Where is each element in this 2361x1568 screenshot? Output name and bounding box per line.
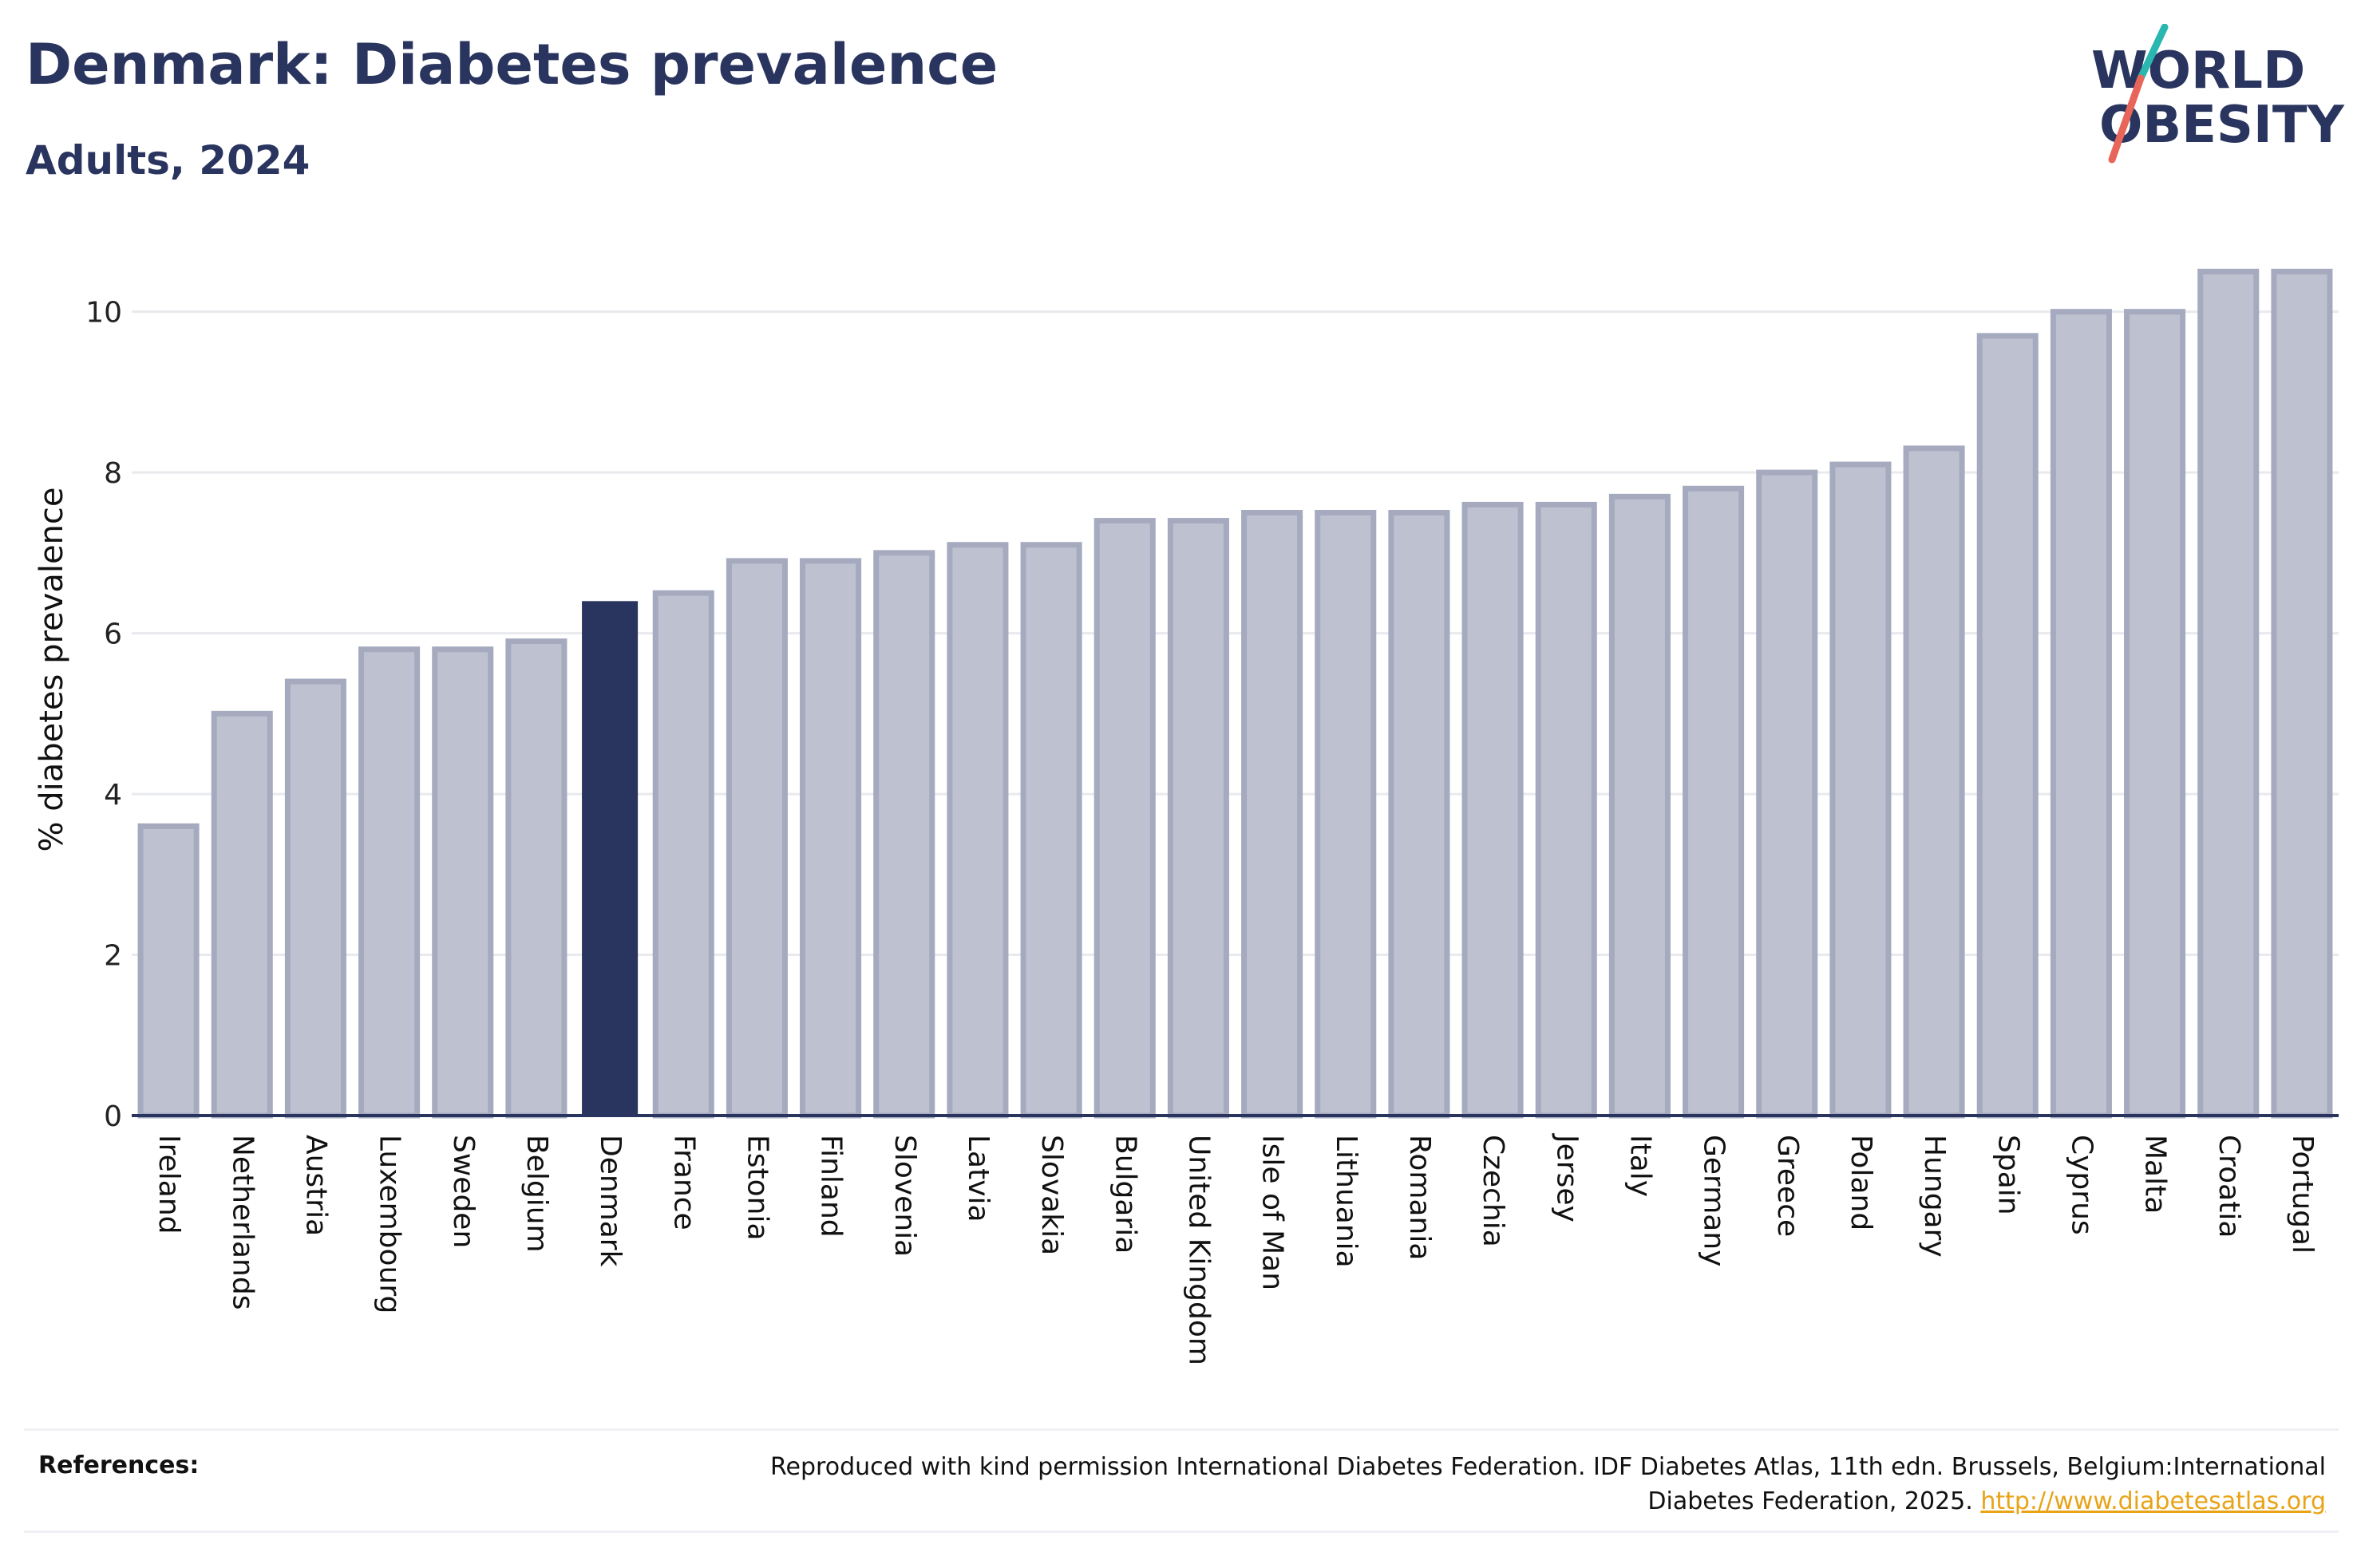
- bar-romania: [1388, 509, 1450, 1119]
- gridlines: [132, 310, 2339, 957]
- bar-france: [652, 590, 714, 1119]
- x-tick-label: Austria: [299, 1135, 332, 1236]
- x-tick-label: France: [667, 1135, 700, 1230]
- logo-line2: OBESITY: [2099, 96, 2344, 155]
- references-text: Reproduced with kind permission Internat…: [690, 1450, 2326, 1519]
- logo-line1: WORLD: [2091, 41, 2305, 101]
- x-tick-label: Italy: [1623, 1135, 1656, 1197]
- bar-portugal: [2271, 268, 2333, 1119]
- x-tick-label: Latvia: [962, 1135, 995, 1222]
- references-label: References:: [38, 1451, 200, 1479]
- bars: [137, 268, 2333, 1119]
- x-tick-label: Ireland: [152, 1135, 185, 1234]
- x-tick-label: Estonia: [741, 1135, 773, 1241]
- bar-austria: [284, 678, 346, 1119]
- x-tick-label: Germany: [1698, 1135, 1730, 1266]
- bar-lithuania: [1315, 509, 1377, 1119]
- bar-latvia: [947, 542, 1009, 1119]
- y-axis-title: % diabetes prevalence: [34, 487, 70, 851]
- references-link[interactable]: http://www.diabetesatlas.org: [1980, 1487, 2326, 1515]
- x-tick-label: Hungary: [1918, 1135, 1951, 1258]
- y-tick-label: 0: [104, 1100, 122, 1133]
- x-tick-label: Greece: [1771, 1135, 1804, 1237]
- x-tick-label: Cyprus: [2065, 1135, 2098, 1235]
- x-tick-label: Denmark: [594, 1135, 627, 1267]
- x-tick-label: Spain: [1991, 1135, 2024, 1215]
- bar-cyprus: [2050, 309, 2112, 1119]
- world-obesity-logo: WORLD OBESITY: [2075, 23, 2347, 168]
- bar-italy: [1608, 493, 1671, 1119]
- x-tick-label: Croatia: [2213, 1135, 2245, 1238]
- logo-slash-top: [2137, 23, 2169, 82]
- bar-slovakia: [1020, 542, 1082, 1119]
- bar-slovenia: [873, 550, 935, 1119]
- y-tick-label: 4: [104, 779, 122, 812]
- y-tick-label: 8: [104, 457, 122, 490]
- chart-title: Denmark: Diabetes prevalence: [26, 32, 999, 97]
- bar-ireland: [137, 823, 200, 1119]
- x-tick-label: Bulgaria: [1109, 1135, 1141, 1254]
- references-panel: References: Reproduced with kind permiss…: [24, 1428, 2339, 1533]
- x-tick-label: Slovakia: [1035, 1135, 1068, 1255]
- bar-hungary: [1903, 445, 1965, 1119]
- bar-estonia: [726, 558, 788, 1119]
- x-tick-label: Malta: [2139, 1135, 2172, 1214]
- bar-united-kingdom: [1167, 518, 1229, 1119]
- y-tick-label: 10: [85, 297, 122, 330]
- chart-subtitle: Adults, 2024: [26, 137, 310, 184]
- bar-greece: [1756, 469, 1818, 1119]
- x-tick-label: Czechia: [1477, 1135, 1509, 1247]
- y-tick-label: 6: [104, 618, 122, 651]
- x-tick-label: Luxembourg: [374, 1135, 406, 1313]
- bar-sweden: [432, 646, 494, 1119]
- bar-bulgaria: [1093, 518, 1156, 1119]
- tick-labels: 0 2 4 6 8 10 Ireland Netherlands Austria Luxembou…: [34, 297, 2319, 1365]
- y-tick-label: 2: [104, 940, 122, 973]
- logo-slash-bottom: [2108, 74, 2145, 164]
- bar-netherlands: [211, 710, 273, 1119]
- x-tick-label: Netherlands: [226, 1135, 259, 1309]
- bar-poland: [1829, 461, 1892, 1119]
- references-citation: Reproduced with kind permission Internat…: [770, 1453, 2326, 1515]
- bar-belgium: [505, 638, 568, 1119]
- x-tick-label: Lithuania: [1330, 1135, 1362, 1268]
- bar-croatia: [2197, 268, 2260, 1119]
- x-tick-label: Belgium: [520, 1135, 553, 1253]
- x-tick-label: United Kingdom: [1182, 1135, 1215, 1365]
- x-tick-label: Sweden: [447, 1135, 480, 1248]
- bar-germany: [1683, 485, 1745, 1119]
- x-tick-label: Portugal: [2286, 1135, 2319, 1254]
- bar-isle-of-man: [1241, 509, 1303, 1119]
- x-tick-label: Jersey: [1550, 1133, 1583, 1222]
- x-tick-label: Poland: [1845, 1135, 1877, 1230]
- diabetes-prevalence-bar-chart: 0 2 4 6 8 10 Ireland Netherlands Austria Luxembou…: [34, 268, 2339, 1365]
- bar-jersey: [1535, 501, 1597, 1119]
- bar-spain: [1976, 333, 2039, 1119]
- bar-malta: [2124, 309, 2186, 1119]
- bar-luxembourg: [358, 646, 421, 1119]
- x-tick-label: Isle of Man: [1256, 1135, 1289, 1290]
- bar-finland: [800, 558, 862, 1119]
- bar-denmark: [582, 601, 639, 1116]
- bar-czechia: [1461, 501, 1524, 1119]
- x-tick-label: Finland: [815, 1135, 848, 1238]
- x-tick-label: Romania: [1403, 1135, 1436, 1260]
- world-obesity-logo-graphic: WORLD OBESITY: [2091, 23, 2344, 164]
- x-tick-label: Slovenia: [888, 1135, 921, 1257]
